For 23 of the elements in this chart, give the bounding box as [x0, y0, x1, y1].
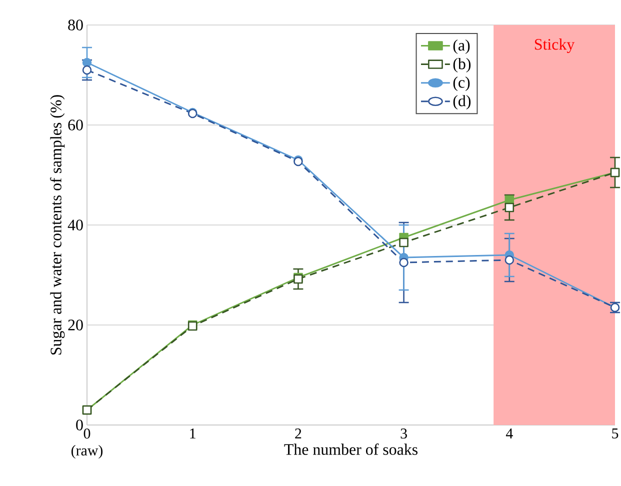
point	[399, 238, 408, 248]
legend-label: (a)	[453, 39, 470, 54]
y-tick-label: 40	[68, 220, 83, 230]
point	[82, 65, 92, 75]
legend-label: (d)	[453, 95, 471, 110]
x-tick-label: 1	[190, 428, 196, 438]
legend-label: (c)	[453, 76, 470, 91]
y-tick-label: 0	[76, 420, 83, 430]
x-tick-label: 5	[612, 428, 618, 438]
band-label: Sticky	[534, 38, 575, 54]
y-tick-label: 60	[68, 120, 83, 130]
x-tick-label: 2	[295, 428, 302, 438]
y-axis-title: Sugar and water contents of samples (%)	[50, 95, 65, 355]
x-axis-title: The number of soaks	[284, 444, 418, 455]
point	[399, 258, 408, 268]
x-tick-label: 4	[506, 428, 513, 438]
point	[82, 58, 92, 68]
y-tick-label: 80	[68, 20, 83, 30]
y-tick-label: 20	[68, 320, 83, 330]
point	[504, 202, 514, 212]
x-tick-label: 3	[400, 428, 407, 439]
point	[504, 255, 514, 265]
legend-label: (b)	[453, 58, 471, 72]
